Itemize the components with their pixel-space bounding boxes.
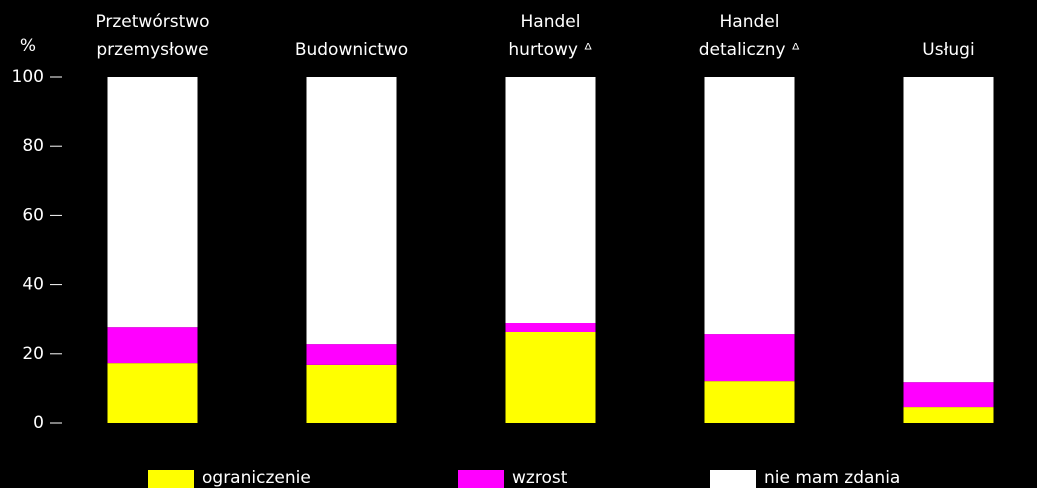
bar-segment bbox=[505, 323, 596, 333]
bar-segment bbox=[704, 77, 795, 335]
bar-segment bbox=[704, 381, 795, 423]
y-tick-label: 40 bbox=[22, 275, 44, 295]
bar-segment bbox=[505, 332, 596, 423]
bar-segment bbox=[306, 364, 397, 423]
bar-segment bbox=[903, 382, 994, 408]
bar-segment bbox=[107, 327, 198, 364]
bar-segment bbox=[903, 407, 994, 423]
bar-segment bbox=[107, 77, 198, 328]
x-tick-label: Przetwórstwo przemysłowe bbox=[95, 12, 210, 60]
y-tick-label: 0 bbox=[33, 413, 44, 433]
x-tick-label: Handel detaliczny ᐞ bbox=[698, 12, 801, 60]
bar-segment bbox=[704, 334, 795, 382]
legend-swatch bbox=[148, 470, 194, 488]
legend-label: wzrost bbox=[512, 468, 568, 488]
legend-swatch bbox=[710, 470, 756, 488]
y-tick-label: 100 bbox=[12, 67, 44, 87]
legend-label: ograniczenie bbox=[202, 468, 311, 488]
y-tick-label: 80 bbox=[22, 136, 44, 156]
bar-segment bbox=[107, 363, 198, 423]
y-tick-label: 60 bbox=[22, 205, 44, 225]
x-tick-label: Handel hurtowy ᐞ bbox=[508, 12, 593, 60]
legend-swatch bbox=[458, 470, 504, 488]
x-tick-label: Usługi bbox=[922, 40, 975, 60]
y-tick-label: 20 bbox=[22, 344, 44, 364]
bar-segment bbox=[306, 77, 397, 345]
bar-segment bbox=[505, 77, 596, 324]
bar-segment bbox=[903, 77, 994, 383]
y-axis-label: % bbox=[20, 36, 36, 56]
bar-segment bbox=[306, 344, 397, 365]
legend-label: nie mam zdania bbox=[764, 468, 900, 488]
x-tick-label: Budownictwo bbox=[294, 40, 409, 60]
